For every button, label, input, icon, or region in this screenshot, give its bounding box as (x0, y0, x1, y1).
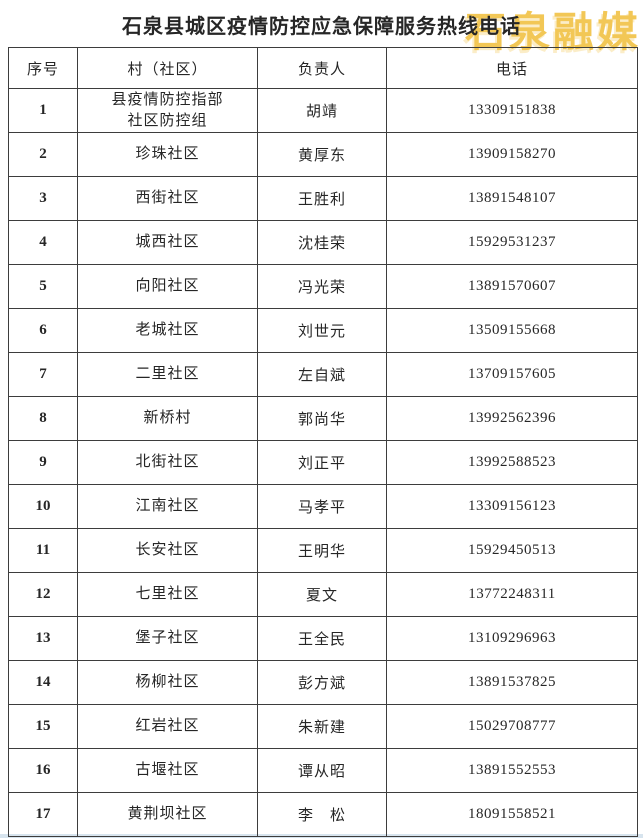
table-row: 17 黄荆坝社区 李 松 18091558521 (8, 792, 638, 837)
table-row: 8 新桥村 郭尚华 13992562396 (8, 396, 638, 441)
cell-serial-number: 15 (8, 704, 78, 749)
cell-person-in-charge: 刘世元 (257, 308, 387, 353)
cell-phone-number: 13772248311 (386, 572, 638, 617)
table-row: 13 堡子社区 王全民 13109296963 (8, 616, 638, 661)
cell-phone-number: 13309151838 (386, 88, 638, 133)
cell-serial-number: 13 (8, 616, 78, 661)
page-title: 石泉县城区疫情防控应急保障服务热线电话 (122, 16, 521, 38)
table-header-row: 序号 村（社区） 负责人 电话 (8, 47, 638, 89)
cell-phone-number: 15929450513 (386, 528, 638, 573)
cell-person-in-charge: 左自斌 (257, 352, 387, 397)
cell-village-community: 黄荆坝社区 (77, 792, 258, 837)
cell-person-in-charge: 王胜利 (257, 176, 387, 221)
table-row: 9 北街社区 刘正平 13992588523 (8, 440, 638, 485)
table-row: 4 城西社区 沈桂荣 15929531237 (8, 220, 638, 265)
cell-village-community: 堡子社区 (77, 616, 258, 661)
table-row: 7 二里社区 左自斌 13709157605 (8, 352, 638, 397)
cell-village-community: 长安社区 (77, 528, 258, 573)
cell-phone-number: 13109296963 (386, 616, 638, 661)
cell-phone-number: 13909158270 (386, 132, 638, 177)
cell-phone-number: 13509155668 (386, 308, 638, 353)
cell-person-in-charge: 谭从昭 (257, 748, 387, 793)
cell-phone-number: 13891548107 (386, 176, 638, 221)
cell-person-in-charge: 朱新建 (257, 704, 387, 749)
cell-serial-number: 2 (8, 132, 78, 177)
cell-person-in-charge: 彭方斌 (257, 660, 387, 705)
header-village-community: 村（社区） (77, 47, 258, 89)
cell-village-community: 珍珠社区 (77, 132, 258, 177)
cell-village-community: 向阳社区 (77, 264, 258, 309)
cell-serial-number: 9 (8, 440, 78, 485)
cell-person-in-charge: 王明华 (257, 528, 387, 573)
cell-village-community: 二里社区 (77, 352, 258, 397)
cell-person-in-charge: 冯光荣 (257, 264, 387, 309)
cell-serial-number: 10 (8, 484, 78, 529)
cell-person-in-charge: 郭尚华 (257, 396, 387, 441)
cell-village-community: 县疫情防控指部 社区防控组 (77, 88, 258, 133)
cell-phone-number: 13709157605 (386, 352, 638, 397)
cell-phone-number: 13891570607 (386, 264, 638, 309)
table-row: 16 古堰社区 谭从昭 13891552553 (8, 748, 638, 793)
cell-serial-number: 6 (8, 308, 78, 353)
cell-village-community: 七里社区 (77, 572, 258, 617)
cell-person-in-charge: 李 松 (257, 792, 387, 837)
table-row: 2 珍珠社区 黄厚东 13909158270 (8, 132, 638, 177)
header-phone: 电话 (386, 47, 638, 89)
cell-phone-number: 13891537825 (386, 660, 638, 705)
header-person-in-charge: 负责人 (257, 47, 387, 89)
hotline-table: 序号 村（社区） 负责人 电话 1 县疫情防控指部 社区防控组 胡靖 13309… (8, 47, 638, 837)
cell-village-community: 江南社区 (77, 484, 258, 529)
cell-person-in-charge: 胡靖 (257, 88, 387, 133)
cell-village-community: 杨柳社区 (77, 660, 258, 705)
header-serial-number: 序号 (8, 47, 78, 89)
cell-serial-number: 8 (8, 396, 78, 441)
cell-person-in-charge: 黄厚东 (257, 132, 387, 177)
cell-village-community: 西街社区 (77, 176, 258, 221)
table-row: 11 长安社区 王明华 15929450513 (8, 528, 638, 573)
cell-person-in-charge: 沈桂荣 (257, 220, 387, 265)
cell-serial-number: 1 (8, 88, 78, 133)
cell-person-in-charge: 刘正平 (257, 440, 387, 485)
cell-phone-number: 15929531237 (386, 220, 638, 265)
cell-phone-number: 15029708777 (386, 704, 638, 749)
cell-serial-number: 17 (8, 792, 78, 837)
cell-village-community: 古堰社区 (77, 748, 258, 793)
cell-serial-number: 16 (8, 748, 78, 793)
cell-phone-number: 13992588523 (386, 440, 638, 485)
cell-person-in-charge: 王全民 (257, 616, 387, 661)
cell-phone-number: 13992562396 (386, 396, 638, 441)
cell-serial-number: 3 (8, 176, 78, 221)
cell-serial-number: 7 (8, 352, 78, 397)
cell-serial-number: 11 (8, 528, 78, 573)
cell-phone-number: 18091558521 (386, 792, 638, 837)
table-row: 12 七里社区 夏文 13772248311 (8, 572, 638, 617)
cell-person-in-charge: 马孝平 (257, 484, 387, 529)
cell-village-community: 北街社区 (77, 440, 258, 485)
table-row: 6 老城社区 刘世元 13509155668 (8, 308, 638, 353)
table-row: 15 红岩社区 朱新建 15029708777 (8, 704, 638, 749)
cell-serial-number: 5 (8, 264, 78, 309)
table-row: 3 西街社区 王胜利 13891548107 (8, 176, 638, 221)
table-row: 14 杨柳社区 彭方斌 13891537825 (8, 660, 638, 705)
cell-serial-number: 12 (8, 572, 78, 617)
cell-serial-number: 4 (8, 220, 78, 265)
station-watermark: 石泉融媒 (465, 9, 641, 55)
cell-person-in-charge: 夏文 (257, 572, 387, 617)
cell-phone-number: 13309156123 (386, 484, 638, 529)
cell-serial-number: 14 (8, 660, 78, 705)
cell-village-community: 新桥村 (77, 396, 258, 441)
cell-village-community: 红岩社区 (77, 704, 258, 749)
table-row: 10 江南社区 马孝平 13309156123 (8, 484, 638, 529)
cell-village-community: 老城社区 (77, 308, 258, 353)
table-row: 1 县疫情防控指部 社区防控组 胡靖 13309151838 (8, 88, 638, 133)
cell-phone-number: 13891552553 (386, 748, 638, 793)
table-row: 5 向阳社区 冯光荣 13891570607 (8, 264, 638, 309)
cell-village-community: 城西社区 (77, 220, 258, 265)
